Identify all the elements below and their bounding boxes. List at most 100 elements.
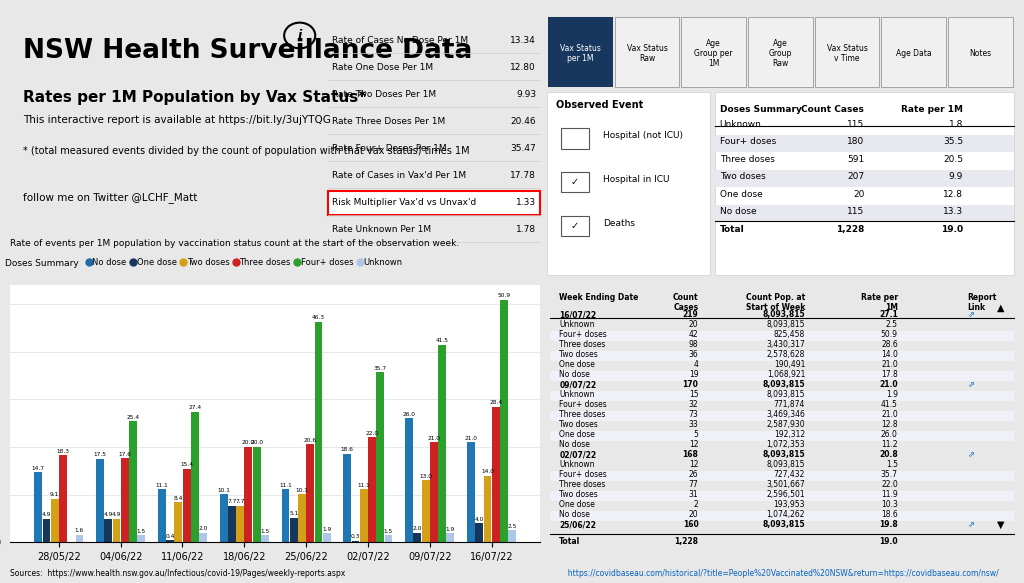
Bar	[253, 447, 260, 542]
Text: 32: 32	[689, 400, 698, 409]
Bar	[446, 533, 455, 542]
Text: 28.6: 28.6	[881, 340, 898, 349]
Bar	[104, 519, 113, 542]
Text: ⇗: ⇗	[968, 380, 975, 389]
Text: No dose: No dose	[559, 440, 590, 449]
Text: Two doses: Two doses	[720, 173, 765, 181]
FancyBboxPatch shape	[561, 128, 589, 149]
Text: 825,458: 825,458	[774, 330, 805, 339]
FancyBboxPatch shape	[882, 17, 946, 87]
Bar	[368, 437, 376, 542]
Text: 8.4: 8.4	[174, 496, 183, 501]
Text: Unknown: Unknown	[559, 320, 595, 329]
Text: No dose: No dose	[559, 370, 590, 379]
Text: No dose: No dose	[559, 510, 590, 519]
Bar	[314, 322, 323, 542]
Text: 50.9: 50.9	[881, 330, 898, 339]
Text: 41.5: 41.5	[881, 400, 898, 409]
Text: 1.5: 1.5	[384, 529, 393, 533]
Text: 160: 160	[683, 520, 698, 529]
Text: 2.0: 2.0	[199, 526, 208, 531]
Text: 21.0: 21.0	[881, 360, 898, 369]
Text: 7.7: 7.7	[227, 499, 237, 504]
Text: Rate per
1M: Rate per 1M	[861, 293, 898, 312]
Text: 10.3: 10.3	[881, 500, 898, 509]
Text: Age
Group per
1M: Age Group per 1M	[694, 38, 733, 68]
Text: 46.3: 46.3	[312, 315, 325, 320]
Text: 22.0: 22.0	[881, 480, 898, 489]
Text: 1,074,262: 1,074,262	[767, 510, 805, 519]
Text: 9.93: 9.93	[516, 90, 536, 99]
Text: 2.0: 2.0	[413, 526, 422, 531]
Text: Total: Total	[559, 537, 581, 546]
Text: 21.0: 21.0	[880, 380, 898, 389]
Text: Two doses: Two doses	[559, 490, 598, 499]
FancyBboxPatch shape	[550, 331, 1014, 340]
Text: ▼: ▼	[997, 519, 1005, 529]
FancyBboxPatch shape	[550, 470, 1014, 480]
FancyBboxPatch shape	[948, 17, 1013, 87]
Text: Count Pop. at
Start of Week: Count Pop. at Start of Week	[745, 293, 805, 312]
Text: 1.78: 1.78	[516, 225, 536, 234]
Text: 5.1: 5.1	[289, 511, 298, 517]
Text: 21.0: 21.0	[881, 410, 898, 419]
Text: Report
Link: Report Link	[968, 293, 996, 312]
Text: 8,093,815: 8,093,815	[763, 310, 805, 319]
Text: 115: 115	[847, 120, 864, 129]
Text: 20.0: 20.0	[250, 441, 263, 445]
Text: 192,312: 192,312	[774, 430, 805, 439]
Bar	[290, 518, 298, 542]
Text: 1.5: 1.5	[136, 529, 145, 533]
Text: 18.6: 18.6	[881, 510, 898, 519]
Text: 36: 36	[689, 350, 698, 359]
Text: 2: 2	[693, 500, 698, 509]
Text: 11.1: 11.1	[156, 483, 168, 488]
Text: 20.8: 20.8	[879, 450, 898, 459]
Bar	[508, 531, 516, 542]
Bar	[351, 541, 359, 542]
Text: 12.80: 12.80	[510, 63, 536, 72]
Text: 5: 5	[693, 430, 698, 439]
Text: 14.0: 14.0	[881, 350, 898, 359]
Text: 33: 33	[689, 420, 698, 429]
Bar	[129, 421, 137, 542]
Bar	[377, 372, 384, 542]
Text: 9.9: 9.9	[948, 173, 963, 181]
Text: 9.1: 9.1	[50, 493, 59, 497]
Bar	[430, 442, 438, 542]
Bar	[76, 535, 83, 542]
Text: 4: 4	[693, 360, 698, 369]
Text: Four+ doses: Four+ doses	[559, 400, 607, 409]
Text: One dose: One dose	[559, 360, 595, 369]
Text: 22.0: 22.0	[366, 431, 379, 436]
Bar	[51, 499, 58, 542]
FancyBboxPatch shape	[715, 92, 1014, 275]
Text: Vax Status
v Time: Vax Status v Time	[826, 44, 867, 63]
Bar	[483, 476, 492, 542]
Text: 1.8: 1.8	[948, 120, 963, 129]
FancyBboxPatch shape	[550, 491, 1014, 501]
Text: 02/07/22: 02/07/22	[559, 450, 597, 459]
Text: 17.6: 17.6	[119, 452, 131, 457]
Bar	[261, 535, 269, 542]
Text: 8,093,815: 8,093,815	[763, 380, 805, 389]
Text: 180: 180	[847, 138, 864, 146]
Text: 35.7: 35.7	[374, 366, 387, 371]
Text: Count Cases: Count Cases	[802, 105, 864, 114]
Bar	[323, 533, 331, 542]
Text: Doses Summary: Doses Summary	[5, 259, 79, 268]
Text: 0.4: 0.4	[166, 534, 175, 539]
FancyBboxPatch shape	[715, 205, 1014, 223]
Text: 8,093,815: 8,093,815	[763, 450, 805, 459]
Text: ▲: ▲	[997, 303, 1005, 313]
Text: 3,501,667: 3,501,667	[766, 480, 805, 489]
Text: Rate of Cases in Vax'd Per 1M: Rate of Cases in Vax'd Per 1M	[333, 171, 467, 180]
Text: 50.9: 50.9	[498, 293, 511, 298]
Text: 21.0: 21.0	[427, 436, 440, 441]
Text: Hospital (not ICU): Hospital (not ICU)	[603, 131, 683, 141]
Text: follow me on Twitter @LCHF_Matt: follow me on Twitter @LCHF_Matt	[23, 192, 197, 203]
Text: 20.46: 20.46	[510, 117, 536, 126]
Text: 41.5: 41.5	[435, 338, 449, 343]
Bar	[500, 300, 508, 542]
Text: 1.5: 1.5	[886, 460, 898, 469]
